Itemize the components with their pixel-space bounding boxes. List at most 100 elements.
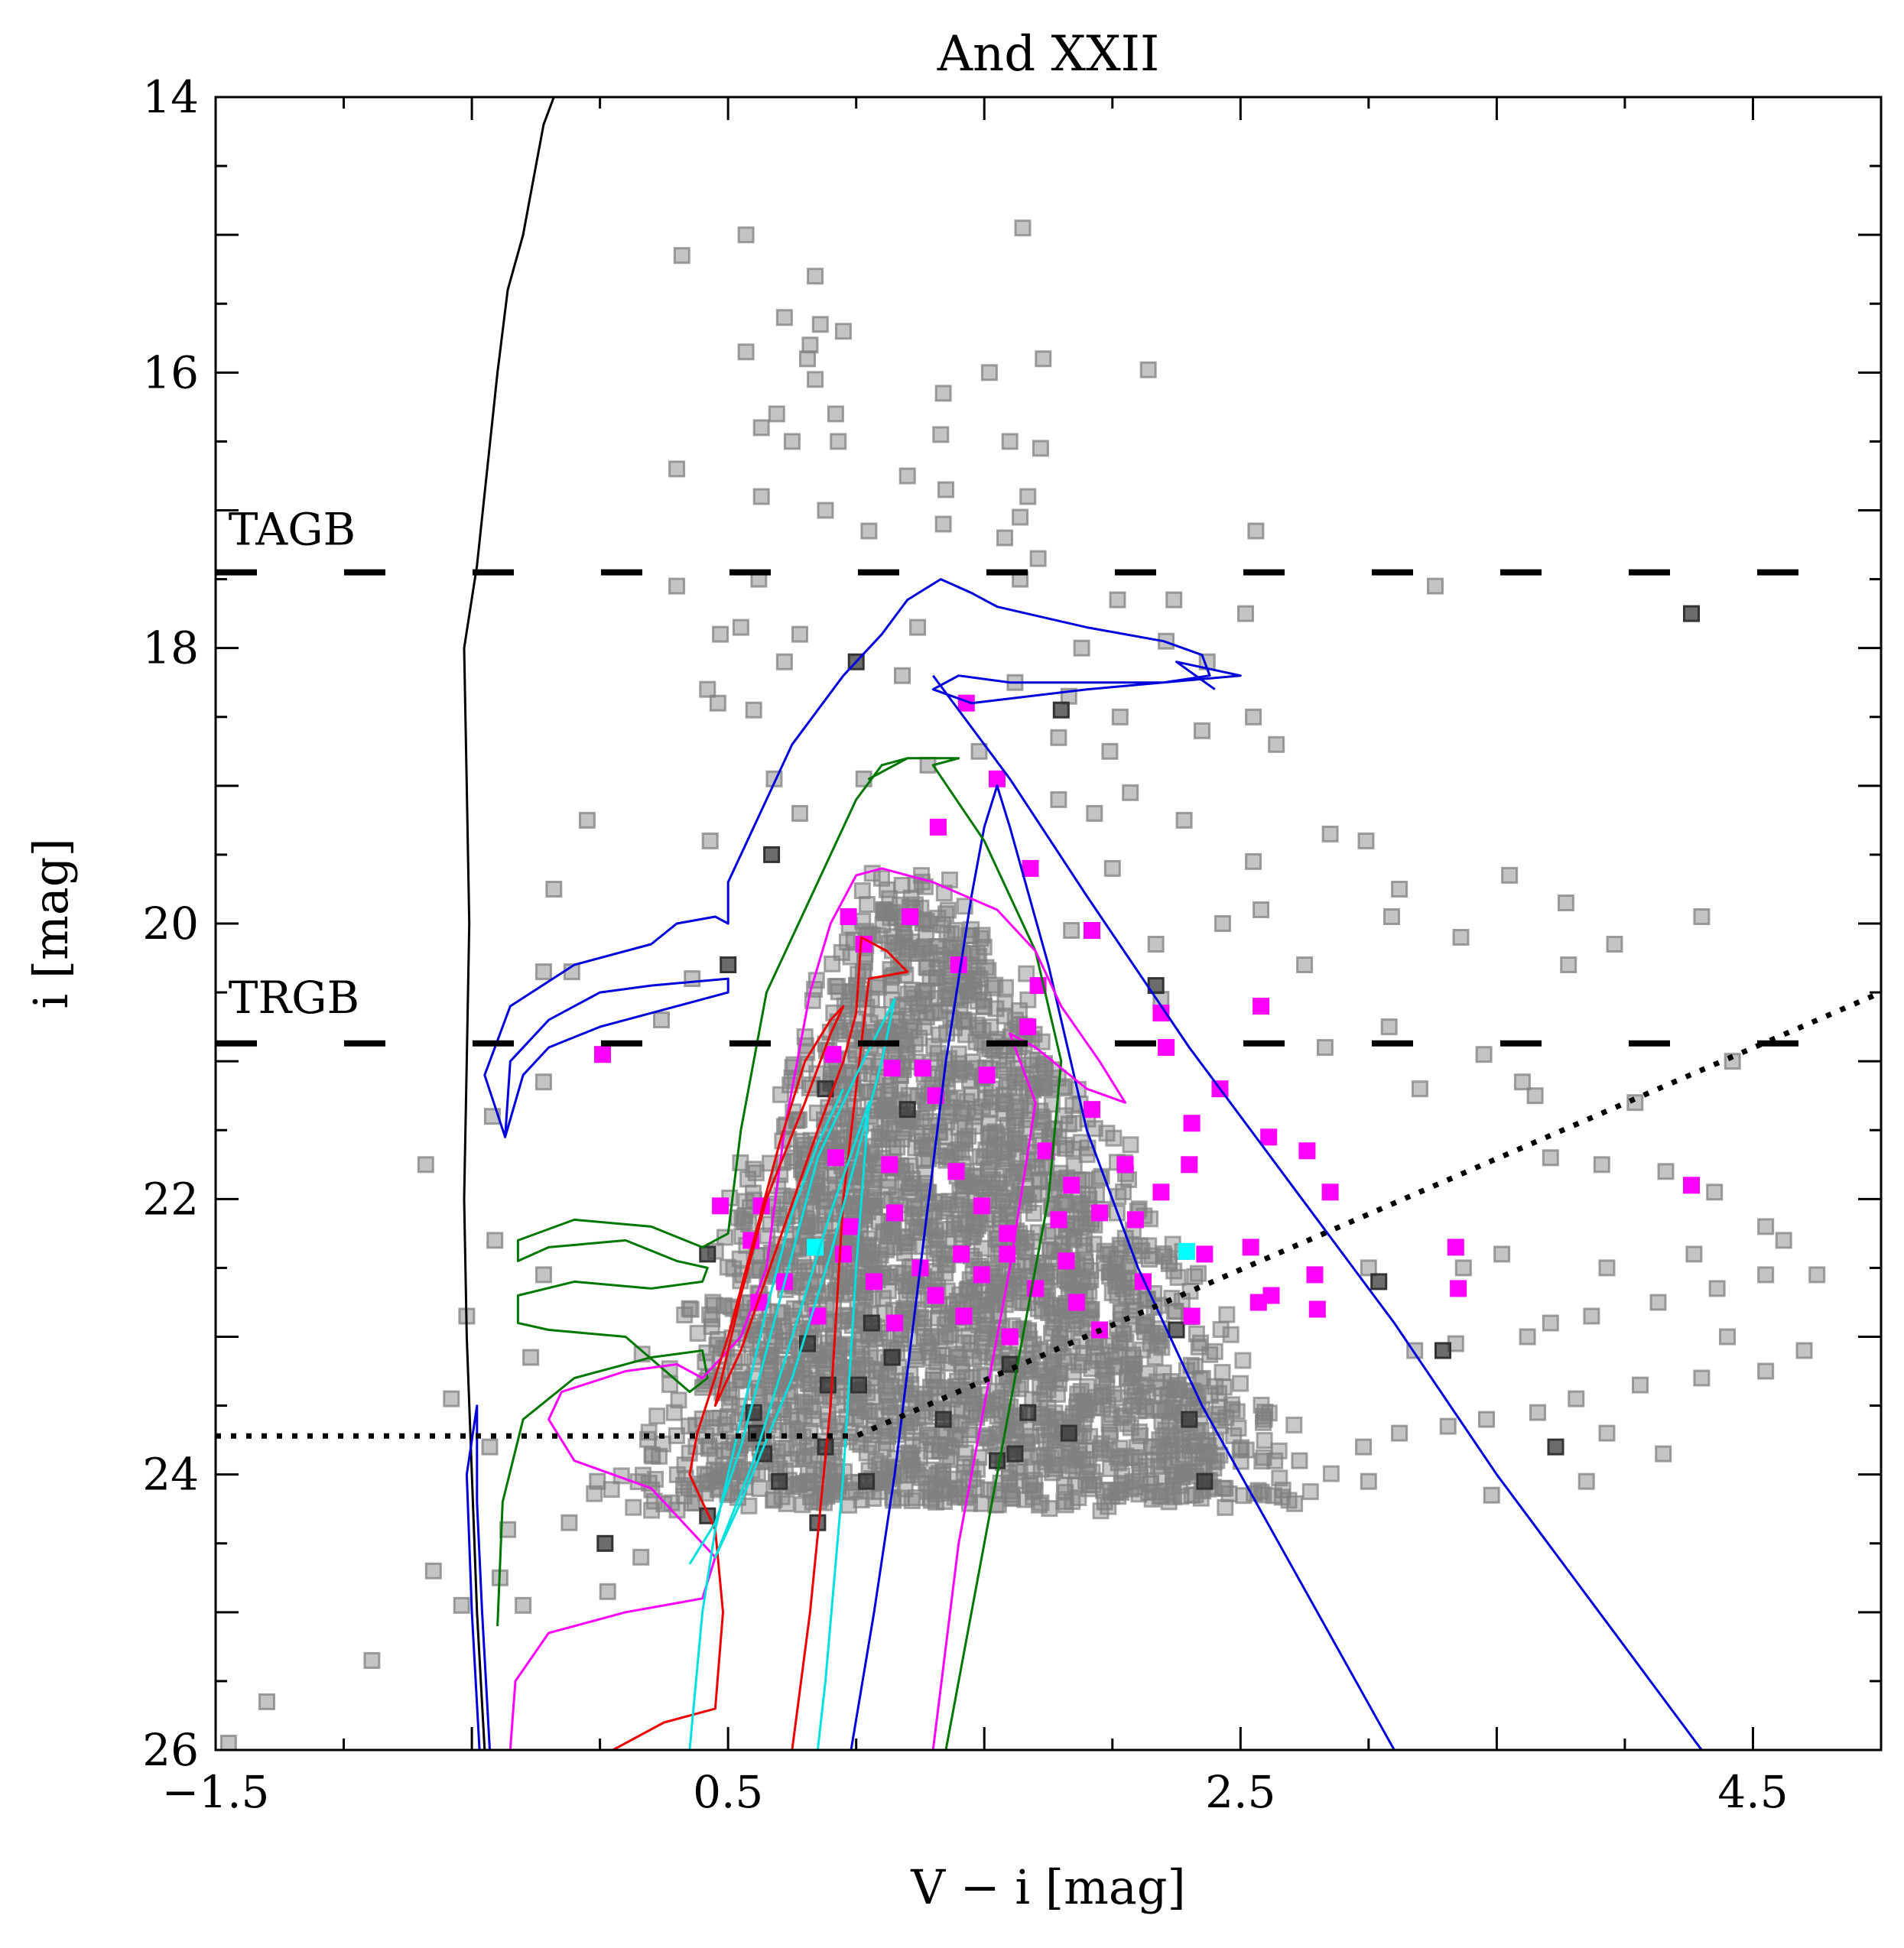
rgb-cloud-point	[885, 1138, 902, 1156]
rgb-cloud-point	[661, 1375, 679, 1393]
rgb-cloud-point	[1086, 1120, 1103, 1138]
field-stars-point	[768, 405, 785, 423]
field-stars-point	[443, 1390, 460, 1407]
rgb-cloud-point	[1000, 1470, 1018, 1488]
rgb-cloud-point	[853, 882, 871, 900]
field-stars-point	[898, 467, 916, 485]
field-stars-point	[1795, 1342, 1813, 1359]
rgb-cloud-point	[1232, 1375, 1249, 1392]
rgb-cloud-point	[1026, 1482, 1044, 1499]
field-stars-point	[1478, 1411, 1495, 1428]
field-stars-point	[1050, 791, 1067, 808]
rgb-cloud-point	[1196, 1456, 1213, 1474]
field-stars-point	[1214, 915, 1231, 932]
rgb-cloud-point	[852, 1180, 869, 1197]
field-stars-point	[1103, 859, 1121, 877]
field-stars-point	[1360, 1472, 1377, 1490]
rgb-cloud-point	[1011, 1002, 1028, 1019]
rgb-cloud-point	[880, 1171, 898, 1189]
rgb-cloud-point	[1065, 1115, 1083, 1132]
black-stars-point	[1060, 1424, 1077, 1442]
field-stars-point	[894, 667, 911, 684]
rgb-cloud-point	[665, 1404, 683, 1421]
field-stars-point	[1657, 1163, 1675, 1180]
y-tick-label: 22	[142, 1173, 199, 1225]
field-stars-point	[1316, 1039, 1334, 1057]
magenta-stars-point	[1001, 1328, 1019, 1346]
rgb-cloud-point	[1062, 1440, 1080, 1458]
field-stars-point	[909, 618, 927, 636]
field-stars-point	[1321, 825, 1339, 843]
field-stars-point	[1454, 1259, 1472, 1277]
rgb-cloud-point	[1041, 1262, 1059, 1280]
chart-title: And XXII	[937, 26, 1159, 83]
black-stars-point	[1168, 1321, 1185, 1339]
rgb-cloud-point	[879, 1239, 896, 1256]
black-stars-point	[1434, 1342, 1451, 1359]
field-stars-point	[1757, 1266, 1775, 1284]
x-tick-label: 2.5	[1205, 1766, 1275, 1818]
magenta-stars-point	[902, 908, 919, 925]
rgb-cloud-point	[668, 1466, 686, 1483]
magenta-stars-point	[1084, 922, 1100, 939]
rgb-cloud-point	[1217, 1498, 1234, 1516]
rgb-cloud-point	[1149, 1373, 1166, 1391]
rgb-cloud-point	[1119, 1356, 1137, 1374]
black-stars-point	[850, 1376, 867, 1394]
field-stars-point	[1245, 852, 1262, 870]
rgb-cloud-point	[684, 1495, 700, 1511]
field-stars-point	[363, 1651, 381, 1669]
field-stars-point	[1542, 1149, 1559, 1167]
field-stars-point	[783, 433, 801, 450]
field-stars-point	[1035, 350, 1052, 368]
rgb-cloud-point	[1000, 1078, 1018, 1096]
rgb-cloud-point	[987, 1000, 1005, 1018]
field-stars-point	[804, 1493, 821, 1511]
rgb-cloud-point	[905, 1291, 923, 1307]
field-stars-point	[1291, 1452, 1308, 1469]
field-stars-point	[1032, 440, 1049, 457]
rgb-cloud-point	[972, 930, 989, 947]
rgb-cloud-point	[840, 1359, 857, 1376]
field-stars-point	[1598, 1259, 1616, 1277]
rgb-cloud-point	[1006, 1129, 1024, 1147]
rgb-cloud-point	[1142, 1474, 1159, 1492]
magenta-stars-point	[999, 1225, 1016, 1242]
field-stars-point	[817, 502, 834, 519]
rgb-cloud-point	[1151, 1488, 1168, 1505]
rgb-cloud-point	[1105, 1129, 1123, 1147]
rgb-cloud-point	[966, 1283, 983, 1300]
rgb-cloud-point	[984, 1171, 1002, 1188]
rgb-cloud-point	[1028, 1160, 1046, 1177]
rgb-cloud-point	[651, 1447, 668, 1465]
rgb-cloud-point	[1047, 1410, 1064, 1427]
y-tick-label: 14	[142, 71, 199, 123]
rgb-cloud-point	[1032, 1448, 1050, 1466]
field-stars-point	[515, 1596, 532, 1614]
magenta-stars-point	[824, 1046, 842, 1063]
magenta-stars-point	[886, 1314, 903, 1332]
field-stars-point	[453, 1596, 470, 1614]
field-stars-point	[737, 343, 755, 361]
rgb-cloud-point	[950, 1118, 967, 1136]
rgb-cloud-point	[957, 1026, 974, 1044]
rgb-cloud-point	[815, 1359, 833, 1377]
rgb-cloud-point	[982, 1018, 999, 1036]
black-stars-point	[1547, 1438, 1564, 1456]
field-stars-point	[1693, 908, 1711, 925]
rgb-cloud-point	[1077, 1442, 1095, 1459]
x-tick-label: 4.5	[1717, 1766, 1788, 1818]
rgb-cloud-point	[1072, 1134, 1090, 1151]
rgb-cloud-point	[1117, 1447, 1135, 1465]
field-stars-point	[1237, 605, 1254, 622]
magenta-stars-point	[1196, 1245, 1214, 1263]
rgb-cloud-point	[986, 1123, 1004, 1141]
rgb-cloud-point	[973, 1239, 990, 1257]
magenta-stars-point	[594, 1046, 611, 1063]
field-stars-point	[1598, 1424, 1616, 1442]
black-stars-point	[596, 1534, 614, 1552]
field-stars-point	[684, 970, 701, 988]
magenta-stars-point	[989, 770, 1006, 787]
rgb-cloud-point	[948, 1401, 966, 1419]
rgb-cloud-point	[1230, 1420, 1247, 1437]
